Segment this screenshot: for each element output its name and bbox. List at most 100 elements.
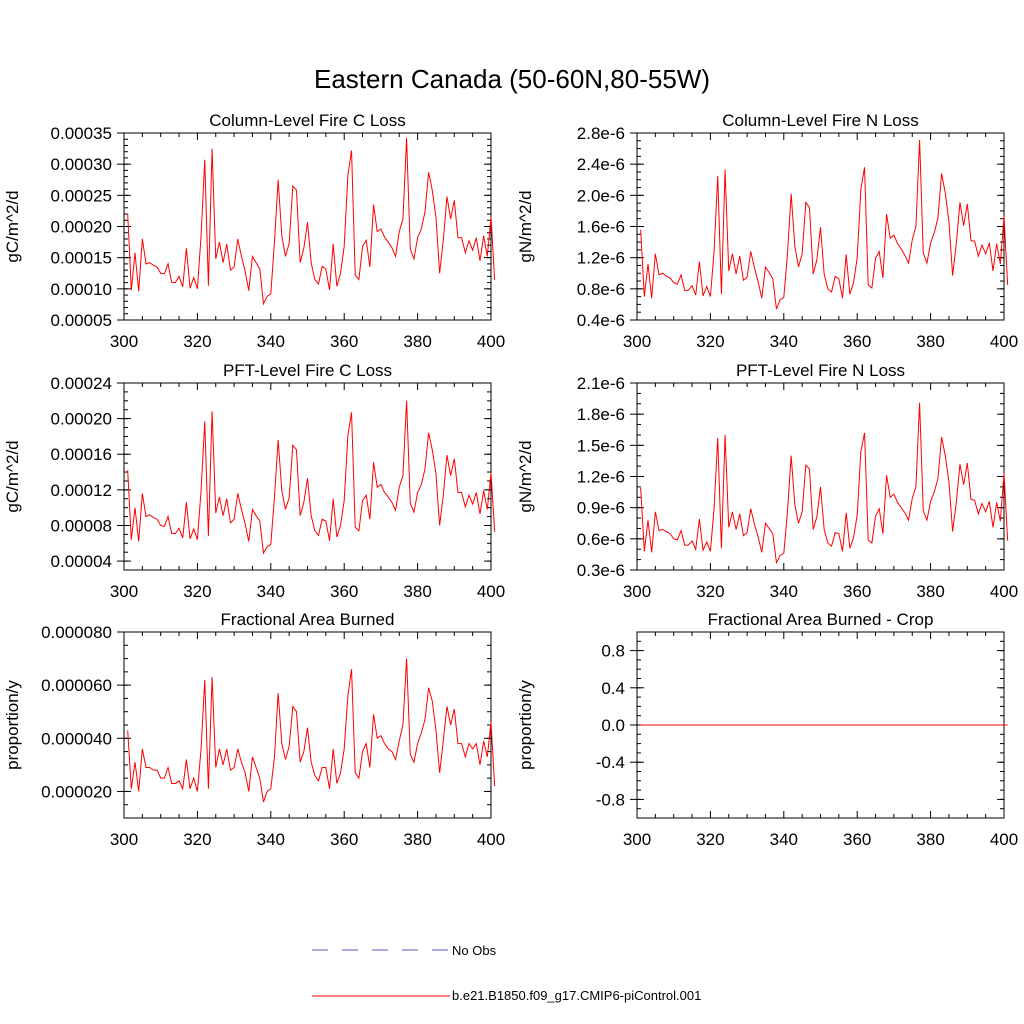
y-tick-label: -0.4 bbox=[596, 753, 625, 772]
panel-title: PFT-Level Fire C Loss bbox=[223, 361, 392, 380]
y-tick-label: 0.00035 bbox=[51, 124, 112, 143]
y-tick-label: 0.0 bbox=[601, 716, 625, 735]
x-tick-label: 300 bbox=[623, 332, 651, 351]
panel-title: Fractional Area Burned bbox=[221, 610, 395, 629]
x-tick-label: 400 bbox=[477, 332, 505, 351]
y-tick-label: 0.00012 bbox=[51, 481, 112, 500]
x-tick-label: 320 bbox=[183, 332, 211, 351]
y-tick-label: 2.1e-6 bbox=[577, 374, 625, 393]
x-tick-label: 300 bbox=[110, 332, 138, 351]
series-line bbox=[640, 402, 1009, 565]
y-tick-label: 0.00010 bbox=[51, 280, 112, 299]
legend: No Obs b.e21.B1850.f09_g17.CMIP6-piContr… bbox=[312, 943, 701, 1003]
y-tick-label: 0.000040 bbox=[41, 729, 112, 748]
panel-title: Column-Level Fire N Loss bbox=[722, 111, 919, 130]
x-tick-label: 360 bbox=[330, 332, 358, 351]
x-tick-label: 320 bbox=[696, 582, 724, 601]
y-tick-label: 2.8e-6 bbox=[577, 124, 625, 143]
y-tick-label: 0.000080 bbox=[41, 623, 112, 642]
y-tick-label: 0.00030 bbox=[51, 155, 112, 174]
y-tick-label: 1.2e-6 bbox=[577, 249, 625, 268]
y-tick-label: 1.2e-6 bbox=[577, 468, 625, 487]
panel-title: Fractional Area Burned - Crop bbox=[708, 610, 934, 629]
y-tick-label: 0.8e-6 bbox=[577, 280, 625, 299]
x-tick-label: 400 bbox=[990, 830, 1018, 849]
y-tick-label: 0.00024 bbox=[51, 374, 112, 393]
x-tick-label: 380 bbox=[916, 582, 944, 601]
chart-panel-2: Column-Level Fire N Loss gN/m^2/d 300 320 34… bbox=[516, 111, 1018, 351]
y-axis-label: gN/m^2/d bbox=[516, 190, 535, 262]
x-tick-label: 320 bbox=[696, 332, 724, 351]
legend-model-label: b.e21.B1850.f09_g17.CMIP6-piControl.001 bbox=[452, 988, 701, 1003]
x-tick-label: 340 bbox=[770, 582, 798, 601]
y-tick-label: 0.00020 bbox=[51, 410, 112, 429]
y-tick-label: 0.4 bbox=[601, 679, 625, 698]
y-tick-label: 0.00025 bbox=[51, 186, 112, 205]
series-line bbox=[127, 658, 496, 803]
y-tick-label: 0.9e-6 bbox=[577, 499, 625, 518]
chart-panel-6: Fractional Area Burned - Crop proportion/… bbox=[516, 610, 1018, 849]
series-line bbox=[127, 400, 496, 555]
x-tick-label: 320 bbox=[183, 830, 211, 849]
y-tick-label: 0.00008 bbox=[51, 516, 112, 535]
y-tick-label: 0.8 bbox=[601, 642, 625, 661]
x-tick-label: 300 bbox=[623, 582, 651, 601]
x-tick-label: 380 bbox=[403, 332, 431, 351]
y-tick-label: 0.000020 bbox=[41, 782, 112, 801]
x-tick-label: 360 bbox=[330, 830, 358, 849]
x-tick-label: 360 bbox=[330, 582, 358, 601]
y-tick-label: 1.5e-6 bbox=[577, 436, 625, 455]
y-axis-label: gC/m^2/d bbox=[3, 440, 22, 512]
y-tick-label: 0.00005 bbox=[51, 311, 112, 330]
x-tick-label: 320 bbox=[183, 582, 211, 601]
chart-panel-1: Column-Level Fire C Loss gC/m^2/d 300 320 34… bbox=[3, 111, 505, 351]
y-axis-label: gN/m^2/d bbox=[516, 440, 535, 512]
x-tick-label: 380 bbox=[916, 830, 944, 849]
y-axis-label: proportion/y bbox=[516, 680, 535, 770]
x-tick-label: 340 bbox=[257, 830, 285, 849]
y-tick-label: 0.00020 bbox=[51, 218, 112, 237]
x-tick-label: 360 bbox=[843, 332, 871, 351]
x-tick-label: 380 bbox=[403, 582, 431, 601]
panel-title: PFT-Level Fire N Loss bbox=[736, 361, 905, 380]
x-tick-label: 400 bbox=[477, 582, 505, 601]
x-tick-label: 340 bbox=[770, 332, 798, 351]
y-tick-label: 1.8e-6 bbox=[577, 405, 625, 424]
x-tick-label: 320 bbox=[696, 830, 724, 849]
y-tick-label: 2.4e-6 bbox=[577, 155, 625, 174]
y-tick-label: 0.00016 bbox=[51, 445, 112, 464]
chart-panel-3: PFT-Level Fire C Loss gC/m^2/d 300 320 340 36… bbox=[3, 361, 505, 601]
x-tick-label: 340 bbox=[257, 582, 285, 601]
y-tick-label: 0.4e-6 bbox=[577, 311, 625, 330]
series-line bbox=[640, 139, 1009, 310]
y-axis-label: proportion/y bbox=[3, 680, 22, 770]
chart-panel-5: Fractional Area Burned proportion/y 300 320… bbox=[3, 610, 505, 849]
y-tick-label: 0.000060 bbox=[41, 676, 112, 695]
plot-frame bbox=[123, 631, 492, 819]
x-tick-label: 360 bbox=[843, 582, 871, 601]
y-tick-label: 0.00004 bbox=[51, 552, 112, 571]
x-tick-label: 400 bbox=[477, 830, 505, 849]
y-tick-label: 0.00015 bbox=[51, 249, 112, 268]
y-tick-label: 2.0e-6 bbox=[577, 186, 625, 205]
chart-panel-4: PFT-Level Fire N Loss gN/m^2/d 300 320 340 36… bbox=[516, 361, 1018, 601]
x-tick-label: 300 bbox=[110, 830, 138, 849]
y-tick-label: 0.3e-6 bbox=[577, 561, 625, 580]
x-tick-label: 400 bbox=[990, 582, 1018, 601]
x-tick-label: 380 bbox=[916, 332, 944, 351]
y-tick-label: 0.6e-6 bbox=[577, 530, 625, 549]
x-tick-label: 400 bbox=[990, 332, 1018, 351]
series-line bbox=[127, 137, 496, 306]
y-axis-label: gC/m^2/d bbox=[3, 190, 22, 262]
x-tick-label: 340 bbox=[770, 830, 798, 849]
y-tick-label: 1.6e-6 bbox=[577, 218, 625, 237]
x-tick-label: 380 bbox=[403, 830, 431, 849]
panel-title: Column-Level Fire C Loss bbox=[209, 111, 406, 130]
x-tick-label: 300 bbox=[110, 582, 138, 601]
x-tick-label: 360 bbox=[843, 830, 871, 849]
x-tick-label: 300 bbox=[623, 830, 651, 849]
figure-title: Eastern Canada (50-60N,80-55W) bbox=[314, 64, 710, 94]
x-tick-label: 340 bbox=[257, 332, 285, 351]
legend-obs-label: No Obs bbox=[452, 943, 497, 958]
